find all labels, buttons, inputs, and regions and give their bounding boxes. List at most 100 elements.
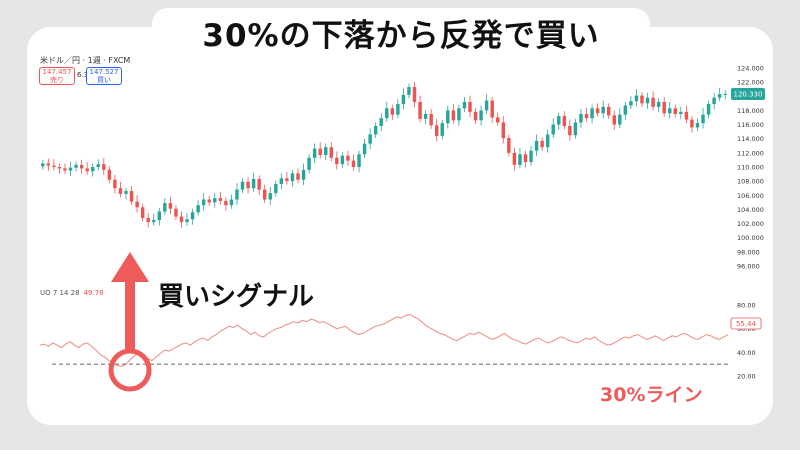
candlestick-series	[41, 82, 727, 228]
ask-price: 147.527	[89, 68, 119, 76]
candle	[290, 169, 295, 187]
candle	[601, 100, 605, 119]
candle	[357, 150, 361, 173]
candle	[335, 151, 339, 170]
candle	[57, 163, 62, 174]
candle	[68, 161, 73, 176]
buy-signal-annotation: 買いシグナル	[158, 282, 315, 312]
uo-current-label: 55.44	[736, 320, 757, 328]
page-title: 30%の下落から反発で買い	[152, 8, 650, 64]
price-tick-5: 106.000	[737, 192, 764, 200]
candle	[579, 109, 583, 128]
candle	[279, 173, 284, 190]
candle	[74, 161, 78, 172]
buy-button[interactable]: 147.527 買い	[86, 67, 122, 85]
candle	[706, 100, 711, 119]
candle	[512, 147, 517, 171]
candle	[590, 104, 594, 124]
candle	[312, 143, 317, 164]
chart-card	[27, 27, 773, 425]
candle	[545, 129, 550, 153]
candle	[507, 134, 511, 157]
candle	[673, 104, 678, 118]
uo-tick-1: 40.00	[737, 349, 756, 357]
candle	[85, 162, 89, 175]
signal-arrow-shaft	[125, 275, 135, 349]
candle	[373, 122, 378, 139]
candle	[396, 99, 400, 119]
candle	[584, 107, 589, 122]
candle	[324, 143, 328, 161]
candle	[107, 166, 112, 184]
candle	[140, 203, 145, 222]
candle	[268, 186, 272, 205]
candle	[451, 104, 456, 124]
sell-button[interactable]: 147.457 売り	[39, 67, 75, 85]
price-tick-2: 100.000	[737, 234, 764, 242]
candle	[418, 95, 422, 123]
candle	[640, 92, 644, 107]
price-tick-6: 108.000	[737, 178, 764, 186]
last-price-label: 120.330	[734, 90, 763, 98]
price-tick-9: 114.000	[737, 135, 764, 143]
candle	[185, 212, 189, 226]
candle	[301, 163, 306, 186]
candle	[113, 174, 117, 194]
candle	[257, 175, 261, 195]
candle	[229, 194, 234, 209]
candle	[712, 92, 716, 110]
last-price-tag	[731, 87, 765, 100]
candle	[623, 101, 628, 120]
candle	[717, 87, 722, 102]
candle	[568, 119, 572, 141]
price-tick-13: 122.000	[737, 79, 764, 87]
price-axis: 96.000 98.000 100.000 102.000 104.000 106.000…	[737, 65, 764, 271]
candle	[412, 82, 417, 108]
sell-label: 売り	[50, 76, 64, 84]
candle	[523, 150, 528, 168]
candle	[124, 187, 128, 200]
candle	[518, 147, 522, 169]
candle	[368, 128, 372, 149]
candle	[618, 108, 622, 129]
candle	[484, 94, 489, 114]
candle	[529, 145, 533, 166]
candle	[434, 118, 439, 142]
candle	[551, 118, 555, 139]
candle	[557, 112, 561, 130]
candle	[46, 158, 51, 171]
candle	[690, 116, 694, 133]
candle	[129, 186, 134, 206]
candle	[135, 195, 139, 213]
candle	[224, 197, 228, 211]
candle	[634, 89, 639, 107]
candle	[446, 105, 450, 129]
buy-label: 買い	[97, 76, 111, 84]
candle	[679, 106, 683, 120]
candle	[562, 111, 567, 130]
candle	[240, 178, 245, 194]
candle	[362, 138, 367, 158]
candle	[573, 118, 578, 139]
uo-series	[39, 313, 729, 368]
candle	[606, 103, 611, 119]
uo-line	[39, 313, 729, 368]
candle	[318, 142, 322, 159]
candle	[501, 116, 506, 144]
candle	[429, 109, 433, 129]
candle	[534, 134, 539, 157]
candle	[285, 171, 289, 185]
price-tick-10: 116.000	[737, 121, 764, 129]
candle	[179, 211, 184, 228]
candle	[473, 108, 478, 124]
candle	[201, 193, 206, 211]
candle	[662, 96, 666, 117]
candle	[351, 154, 356, 171]
candle	[401, 88, 406, 110]
candle	[246, 176, 250, 194]
candle	[479, 105, 483, 126]
price-tick-7: 110.000	[737, 164, 764, 172]
candle	[90, 163, 95, 177]
candle	[423, 110, 428, 125]
